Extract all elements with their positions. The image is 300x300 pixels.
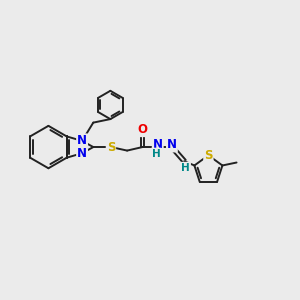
Text: N: N — [153, 139, 163, 152]
Text: S: S — [204, 149, 213, 162]
Text: N: N — [167, 139, 177, 152]
Text: N: N — [77, 147, 87, 160]
Text: O: O — [137, 123, 147, 136]
Text: H: H — [152, 148, 161, 158]
Text: S: S — [107, 141, 115, 154]
Text: N: N — [77, 134, 87, 147]
Text: H: H — [182, 163, 190, 173]
